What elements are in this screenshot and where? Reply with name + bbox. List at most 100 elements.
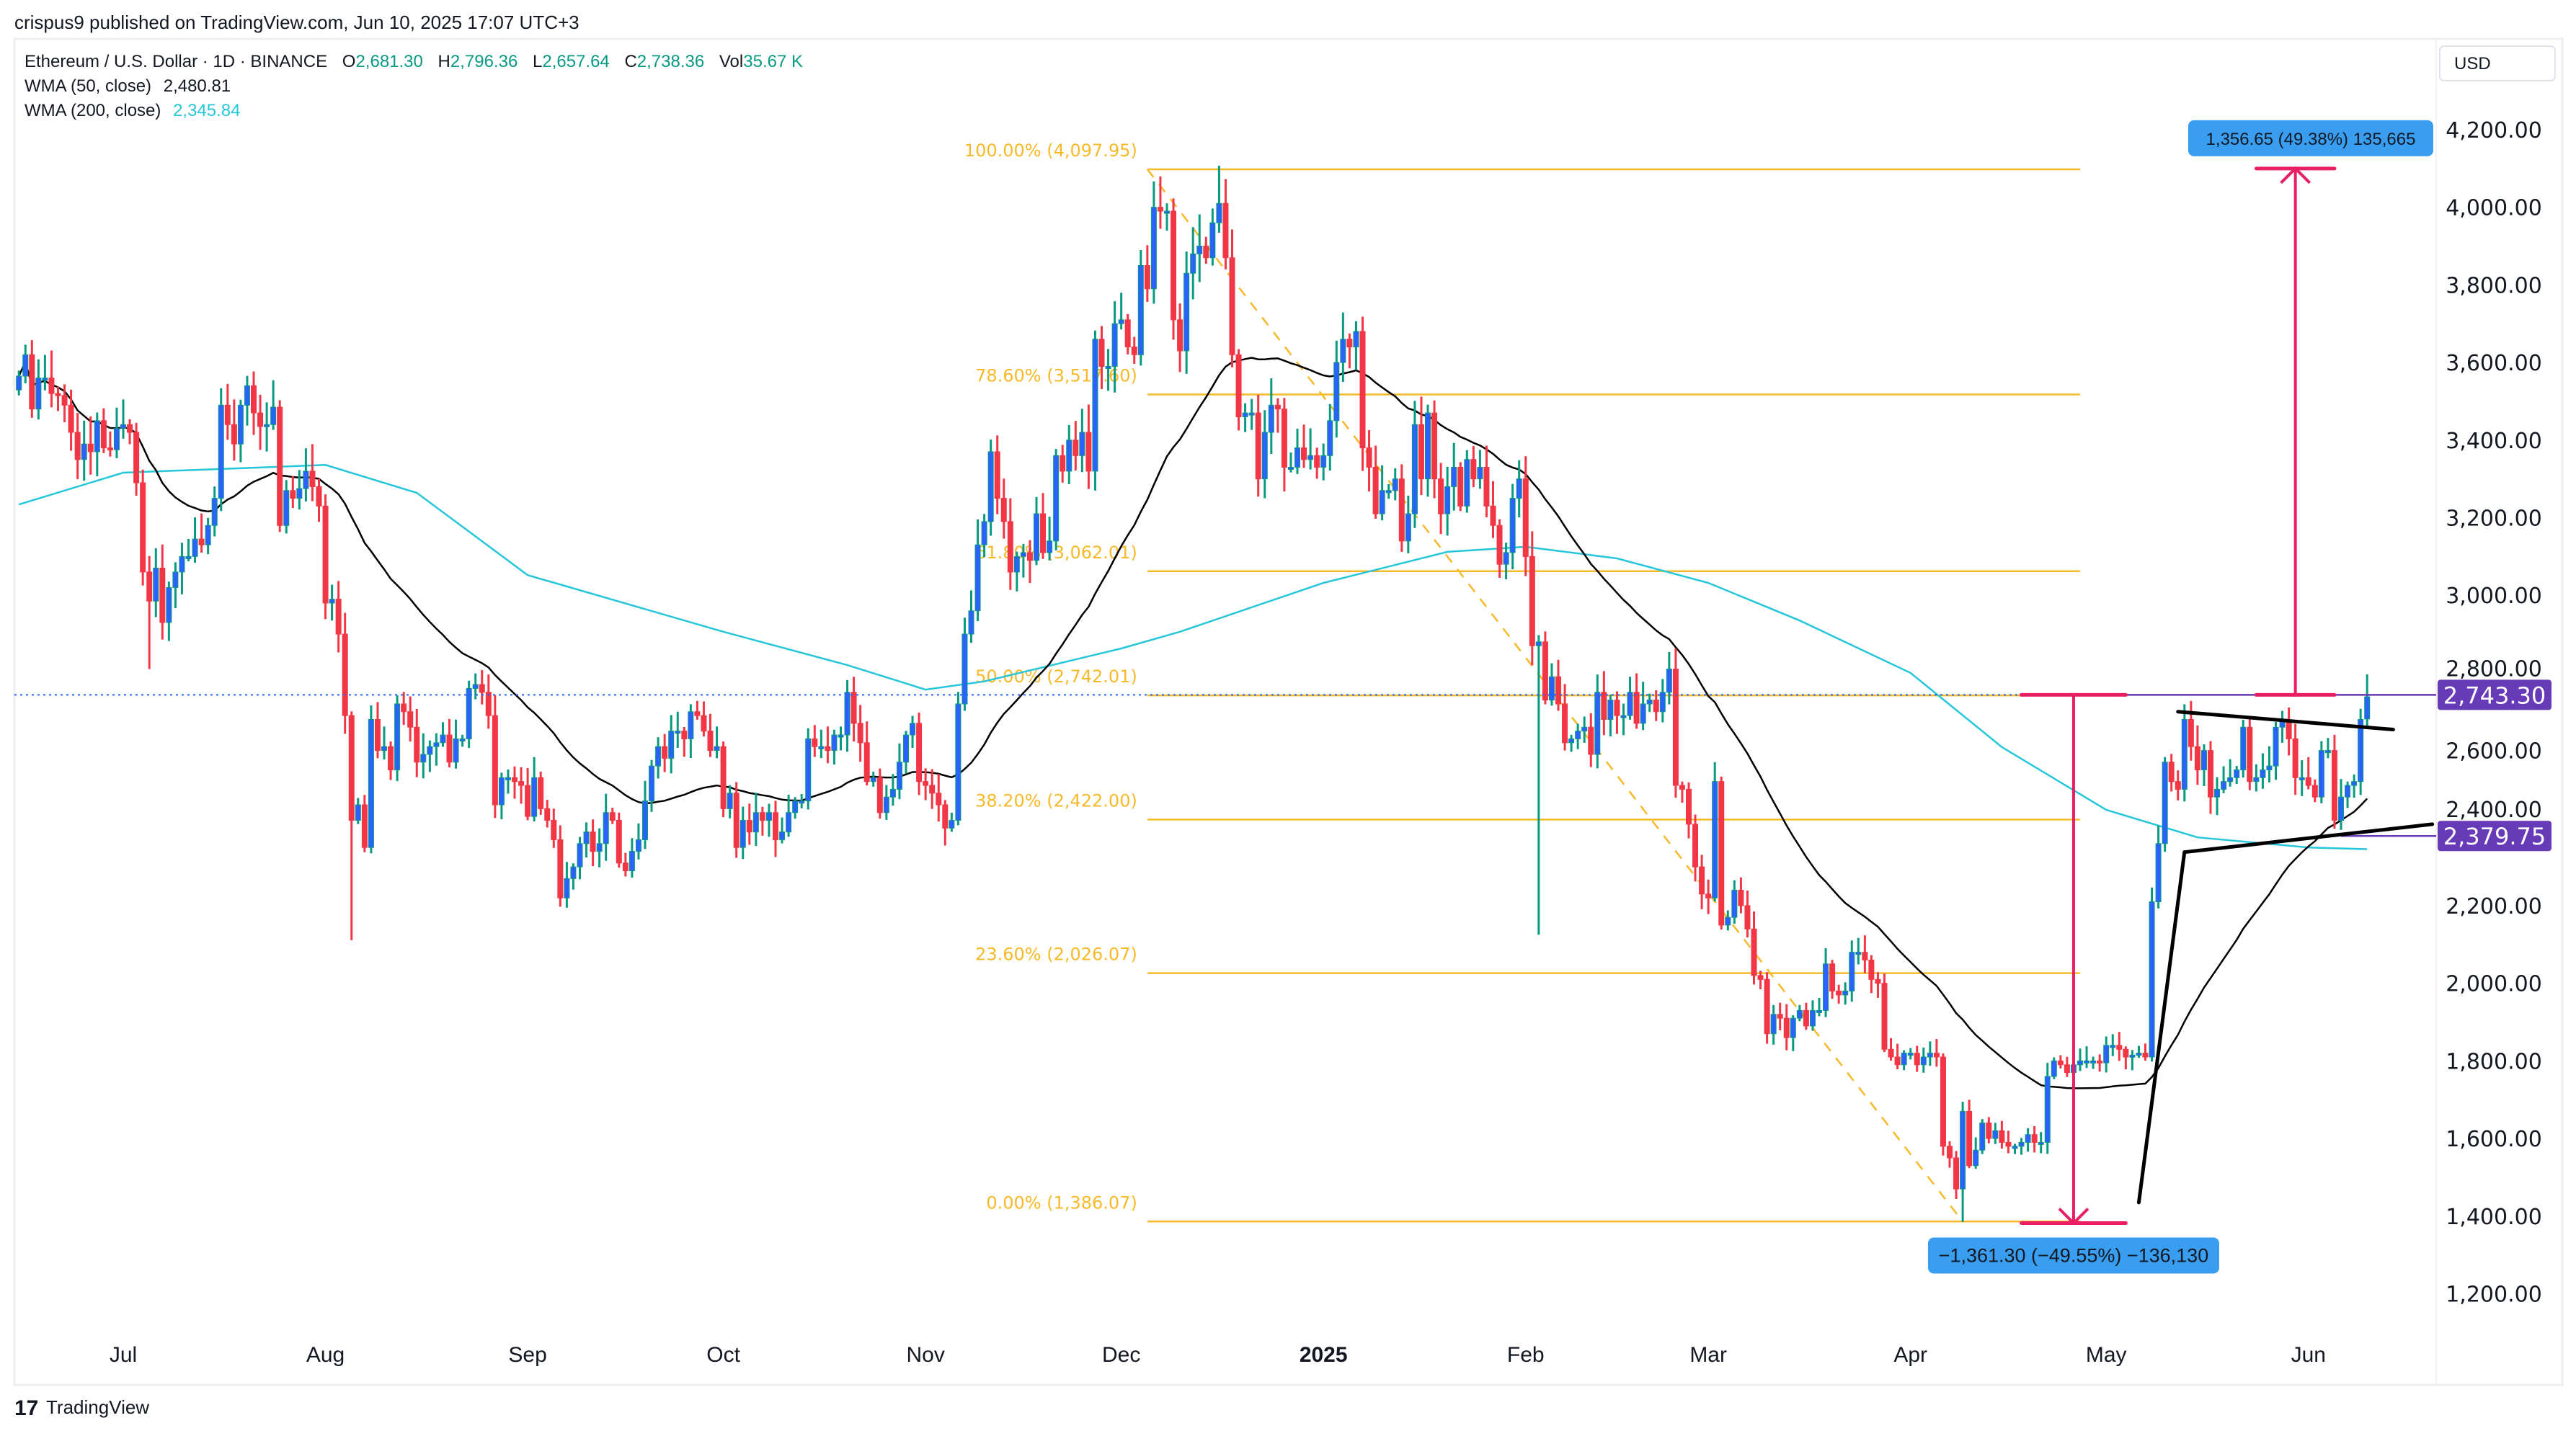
candle-body xyxy=(668,731,675,759)
candle xyxy=(1066,424,1072,485)
candle xyxy=(1294,429,1300,474)
candle-body xyxy=(1379,490,1385,514)
candle-body xyxy=(1627,692,1633,716)
candle-body xyxy=(1026,552,1033,561)
candle-body xyxy=(2018,1141,2025,1147)
svg-text:Ethereum / U.S. Dollar · 1D ·: Ethereum / U.S. Dollar · 1D · BINANCE O2… xyxy=(25,52,803,71)
candle-body xyxy=(752,812,759,833)
candle-body xyxy=(2116,1045,2123,1050)
volume-label: Vol xyxy=(719,52,743,71)
candle-body xyxy=(1131,347,1137,355)
candle-body xyxy=(87,443,94,452)
currency-button[interactable] xyxy=(2439,45,2556,81)
price-tick-label: 3,000.00 xyxy=(2446,584,2542,609)
candle-body xyxy=(61,395,68,406)
price-tick-label: 1,400.00 xyxy=(2446,1205,2542,1230)
candle-body xyxy=(2318,750,2324,798)
candle-body xyxy=(551,820,557,840)
candle-body xyxy=(296,488,303,499)
candle xyxy=(987,440,994,536)
candle xyxy=(1483,445,1490,517)
candle xyxy=(1640,682,1646,731)
tradingview-logo[interactable]: 17 TradingView xyxy=(14,1396,149,1420)
candle xyxy=(1894,1043,1901,1070)
symbol-title[interactable]: Ethereum / U.S. Dollar · 1D · BINANCE xyxy=(25,52,327,71)
candle-body xyxy=(968,610,974,635)
candle xyxy=(205,517,211,555)
published-caption: crispus9 published on TradingView.com, J… xyxy=(14,12,579,33)
candle-body xyxy=(949,820,955,829)
candle xyxy=(2214,777,2221,816)
candle xyxy=(629,838,635,878)
candle-body xyxy=(1894,1056,1901,1066)
candle xyxy=(100,408,107,453)
candle xyxy=(1562,684,1568,751)
candle-body xyxy=(987,451,994,522)
candle xyxy=(1627,677,1633,720)
candle-body xyxy=(1333,362,1340,422)
candle-body xyxy=(1594,692,1601,755)
candle-body xyxy=(942,804,949,829)
candle xyxy=(1157,176,1163,229)
price-axis[interactable]: 4,200.00 4,000.00 3,800.00 3,600.00 3,400.00… xyxy=(2438,118,2551,1308)
candle xyxy=(1692,814,1699,882)
candle-body xyxy=(857,723,863,744)
candle-body xyxy=(1529,556,1535,646)
candle-body xyxy=(29,354,35,410)
candle-body xyxy=(564,878,570,898)
candle-body xyxy=(1144,264,1150,290)
candle-body xyxy=(1359,331,1366,449)
candle-body xyxy=(1581,726,1588,732)
wma50-label[interactable]: WMA (50, close) xyxy=(25,76,151,96)
candle xyxy=(1477,450,1483,489)
candle xyxy=(2018,1138,2025,1155)
time-axis[interactable]: Jul Aug Sep Oct Nov Dec 2025 Feb Mar Apr May Jun xyxy=(110,1343,2326,1367)
arrow-head-icon xyxy=(2280,166,2311,184)
candle-body xyxy=(146,571,153,602)
measure-label: 1,356.65 (49.38%) 135,665 xyxy=(2206,130,2416,149)
candle xyxy=(923,768,929,800)
candle-body xyxy=(1477,466,1483,480)
candle-body xyxy=(348,715,355,821)
candle xyxy=(2324,738,2331,759)
candle-body xyxy=(2247,726,2253,782)
candle-body xyxy=(1979,1123,1986,1151)
price-range-down[interactable]: −1,361.30 (−49.55%) −136,130 xyxy=(1927,692,2219,1274)
trend-line[interactable] xyxy=(2182,822,2435,855)
candle-body xyxy=(113,428,120,450)
price-range-up[interactable]: 1,356.65 (49.38%) 135,665 xyxy=(2188,120,2433,697)
candle-body xyxy=(805,738,812,802)
candle xyxy=(394,695,401,782)
candle-body xyxy=(1823,963,1829,1011)
candle-body xyxy=(603,812,609,844)
candle xyxy=(1274,398,1281,433)
candle xyxy=(472,673,479,700)
candle xyxy=(498,772,505,819)
candle xyxy=(316,478,322,522)
candle-body xyxy=(1000,498,1007,522)
candle-body xyxy=(446,734,453,763)
open-value: 2,681.30 xyxy=(355,52,422,71)
candle xyxy=(159,544,166,640)
high-value: 2,796.36 xyxy=(450,52,518,71)
candle xyxy=(1209,208,1216,266)
candle xyxy=(29,340,35,418)
candle xyxy=(876,768,883,819)
candle xyxy=(968,590,974,643)
wma200-label[interactable]: WMA (200, close) xyxy=(25,101,161,120)
candle-body xyxy=(1992,1130,1999,1139)
candle xyxy=(564,862,570,908)
candle xyxy=(714,726,720,759)
candle-body xyxy=(166,587,172,623)
candle xyxy=(551,808,557,848)
trend-line[interactable] xyxy=(2136,850,2187,1205)
candle-body xyxy=(309,471,316,487)
tradingview-logo-icon: 17 xyxy=(14,1396,38,1420)
price-tick-label: 2,200.00 xyxy=(2446,894,2542,919)
candle xyxy=(388,741,394,780)
candle-body xyxy=(831,734,838,752)
candle-body xyxy=(994,451,1000,499)
drawings[interactable]: −1,361.30 (−49.55%) −136,130 1,356.65 (49… xyxy=(14,120,2436,1274)
trend-line[interactable] xyxy=(2176,710,2395,732)
